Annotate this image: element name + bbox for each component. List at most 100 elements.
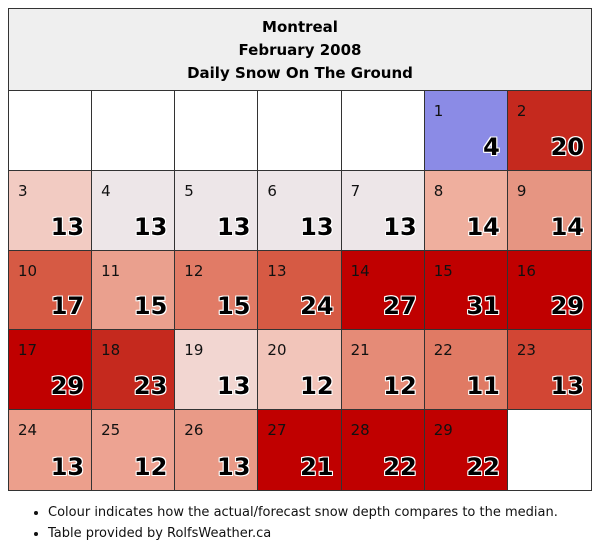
day-number: 19 <box>184 341 204 360</box>
snow-depth-value: 15 <box>133 292 168 321</box>
calendar-day-cell: 6 13 <box>258 170 342 251</box>
day-number: 21 <box>350 341 370 360</box>
day-number: 13 <box>267 261 287 280</box>
snow-depth-value: 13 <box>133 212 168 241</box>
calendar-day-cell: 17 29 <box>9 330 93 411</box>
day-number: 8 <box>433 181 444 200</box>
snow-depth-value: 27 <box>383 292 417 321</box>
calendar-day-cell: 4 13 <box>92 170 176 251</box>
calendar-day-cell: 22 11 <box>424 330 508 411</box>
day-number: 6 <box>267 181 277 200</box>
calendar-day-cell: 14 27 <box>341 250 425 331</box>
day-number: 11 <box>101 261 121 280</box>
day-number: 26 <box>184 421 204 440</box>
calendar-day-cell: 20 12 <box>258 330 342 411</box>
snow-calendar: Montreal February 2008 Daily Snow On The… <box>8 8 592 491</box>
day-number: 29 <box>433 421 453 440</box>
day-number: 28 <box>350 421 370 440</box>
snow-depth-value: 13 <box>217 212 251 241</box>
snow-depth-value: 11 <box>466 372 500 401</box>
snow-depth-value: 12 <box>383 372 417 401</box>
calendar-empty-cell <box>9 91 93 171</box>
snow-depth-value: 24 <box>300 292 334 321</box>
snow-depth-value: 15 <box>217 292 251 321</box>
day-number: 27 <box>267 421 287 440</box>
calendar-day-cell: 21 12 <box>341 330 425 411</box>
calendar-header: Montreal February 2008 Daily Snow On The… <box>9 9 591 91</box>
calendar-day-cell: 19 13 <box>175 330 259 411</box>
day-number: 12 <box>184 261 204 280</box>
snow-depth-value: 17 <box>50 292 85 321</box>
footnote-credit: Table provided by RolfsWeather.ca <box>48 523 558 544</box>
day-number: 1 <box>433 102 444 120</box>
calendar-day-cell: 11 15 <box>92 250 176 331</box>
calendar-day-cell: 24 13 <box>9 410 93 490</box>
snow-depth-value: 13 <box>217 372 251 401</box>
calendar-empty-cell <box>507 410 591 490</box>
calendar-subtitle: Daily Snow On The Ground <box>187 64 413 82</box>
calendar-day-cell: 27 21 <box>258 410 342 490</box>
snow-depth-value: 14 <box>466 212 500 241</box>
calendar-day-cell: 18 23 <box>92 330 176 411</box>
snow-depth-value: 22 <box>466 453 500 481</box>
day-number: 2 <box>516 102 527 120</box>
snow-depth-value: 29 <box>550 292 584 321</box>
snow-depth-value: 29 <box>50 372 85 401</box>
calendar-day-cell: 3 13 <box>9 170 93 251</box>
calendar-empty-cell <box>92 91 176 171</box>
snow-depth-value: 13 <box>217 453 251 481</box>
calendar-empty-cell <box>258 91 342 171</box>
day-number: 3 <box>18 181 28 200</box>
snow-depth-value: 20 <box>550 132 584 161</box>
day-number: 10 <box>18 261 38 280</box>
snow-depth-value: 12 <box>133 453 168 481</box>
snow-depth-value: 13 <box>383 212 417 241</box>
snow-depth-value: 31 <box>466 292 500 321</box>
calendar-day-cell: 23 13 <box>507 330 591 411</box>
day-number: 23 <box>516 341 536 360</box>
snow-depth-value: 14 <box>550 212 584 241</box>
calendar-empty-cell <box>175 91 259 171</box>
day-number: 22 <box>433 341 453 360</box>
calendar-day-cell: 13 24 <box>258 250 342 331</box>
month-title: February 2008 <box>238 41 362 59</box>
snow-depth-value: 13 <box>300 212 334 241</box>
snow-depth-value: 13 <box>50 212 85 241</box>
calendar-day-cell: 8 14 <box>424 170 508 251</box>
calendar-day-cell: 12 15 <box>175 250 259 331</box>
calendar-day-cell: 26 13 <box>175 410 259 490</box>
day-number: 16 <box>516 261 536 280</box>
calendar-day-cell: 29 22 <box>424 410 508 490</box>
city-title: Montreal <box>262 18 338 36</box>
snow-depth-value: 22 <box>383 453 417 481</box>
snow-depth-value: 13 <box>550 372 584 401</box>
day-number: 7 <box>350 181 361 200</box>
day-number: 25 <box>101 421 121 440</box>
day-number: 5 <box>184 181 194 200</box>
snow-depth-value: 13 <box>50 453 85 481</box>
footnote-colour: Colour indicates how the actual/forecast… <box>48 502 558 523</box>
calendar-day-cell: 28 22 <box>341 410 425 490</box>
day-number: 20 <box>267 341 287 360</box>
day-number: 18 <box>101 341 121 360</box>
day-number: 14 <box>350 261 370 280</box>
snow-depth-value: 12 <box>300 372 334 401</box>
day-number: 9 <box>516 181 527 200</box>
calendar-empty-cell <box>341 91 425 171</box>
day-number: 24 <box>18 421 38 440</box>
snow-depth-value: 4 <box>483 132 500 161</box>
calendar-day-cell: 25 12 <box>92 410 176 490</box>
day-number: 4 <box>101 181 111 200</box>
calendar-day-cell: 16 29 <box>507 250 591 331</box>
calendar-day-cell: 7 13 <box>341 170 425 251</box>
calendar-day-cell: 10 17 <box>9 250 93 331</box>
footnotes: Colour indicates how the actual/forecast… <box>30 502 558 544</box>
calendar-grid: 1 4 2 20 3 13 4 13 5 13 6 13 7 13 8 14 9 14 10 17 11 15 12 15 13… <box>9 91 591 490</box>
calendar-day-cell: 9 14 <box>507 170 591 251</box>
snow-depth-value: 23 <box>133 372 168 401</box>
calendar-day-cell: 15 31 <box>424 250 508 331</box>
snow-depth-value: 21 <box>300 453 334 481</box>
day-number: 15 <box>433 261 453 280</box>
calendar-day-cell: 2 20 <box>507 91 591 171</box>
